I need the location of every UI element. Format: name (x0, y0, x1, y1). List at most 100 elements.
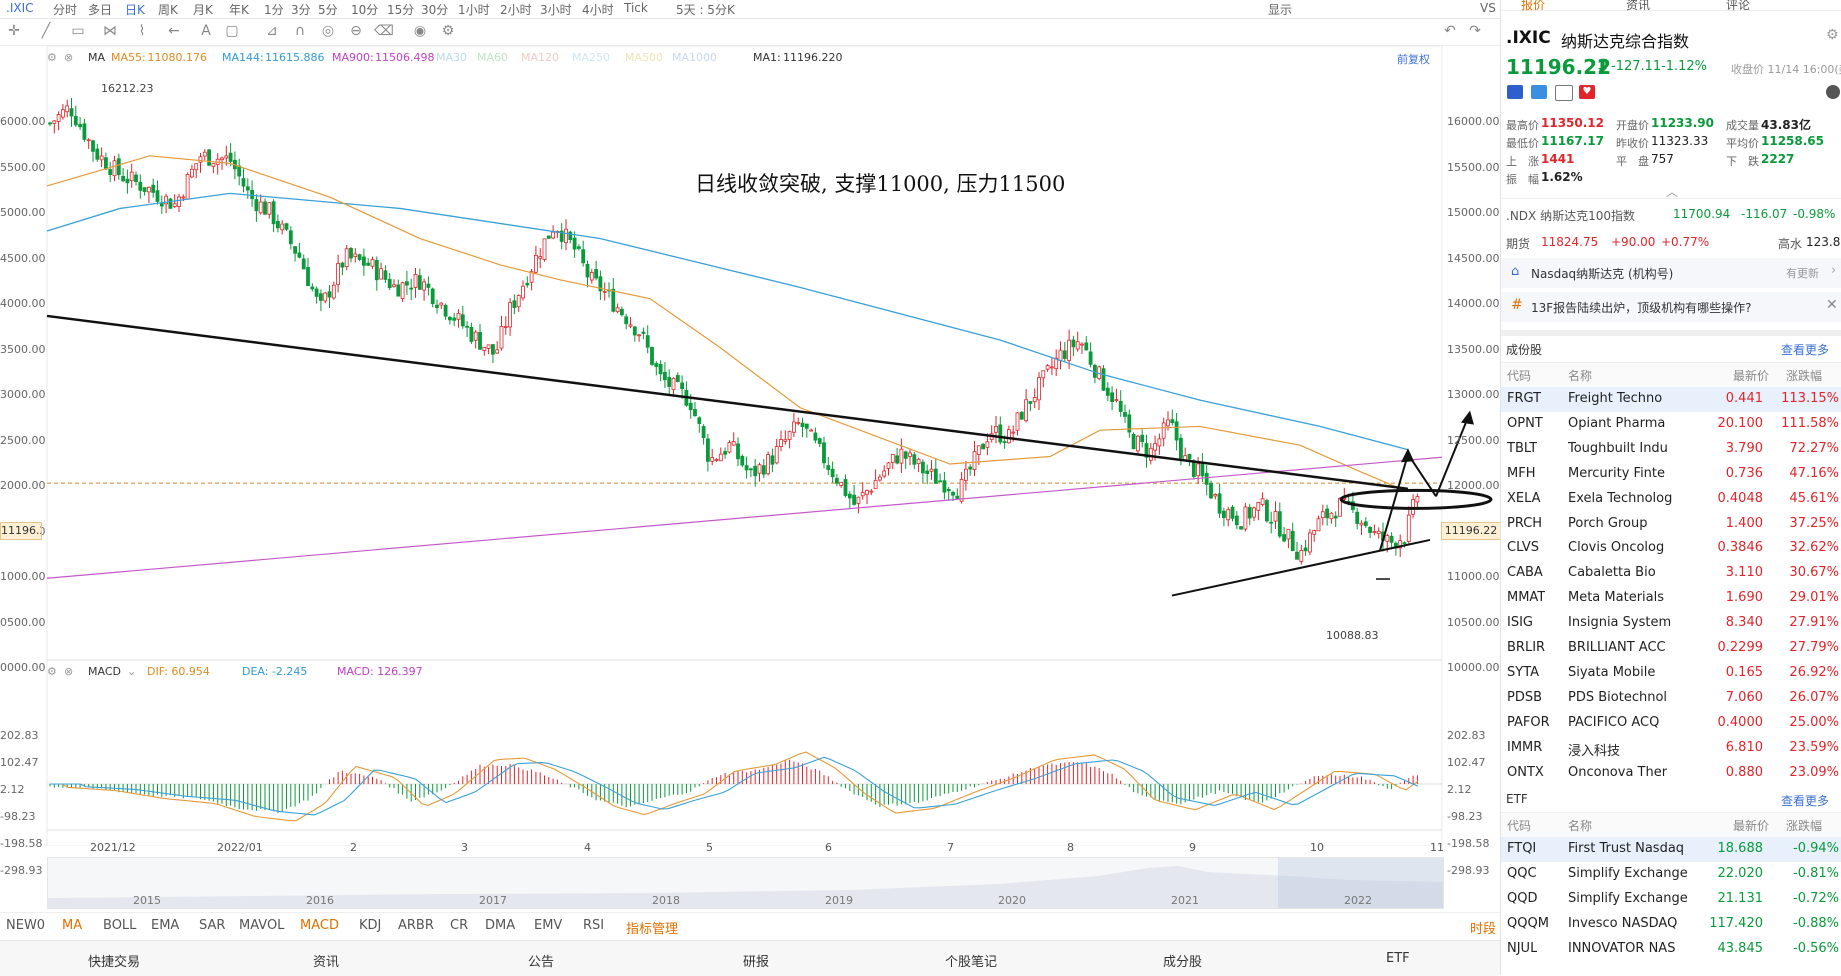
period-tab[interactable]: 日K (125, 3, 145, 17)
indicator-tab[interactable]: BOLL (103, 918, 137, 933)
bottom-tab[interactable]: 研报 (743, 955, 770, 970)
constituents-more-link[interactable]: 查看更多 (1781, 343, 1830, 357)
close-icon[interactable]: ⊗ (64, 51, 74, 64)
chevron-down-icon[interactable]: ⌄ (127, 665, 137, 678)
period-tab[interactable]: 30分 (421, 3, 449, 17)
table-row[interactable]: MMAT Meta Materials 1.690 29.01% (1501, 586, 1841, 611)
indicator-tab[interactable]: MAVOL (239, 918, 285, 933)
period-tab[interactable]: 5分 (318, 3, 338, 17)
table-row[interactable]: PAFOR PACIFICO ACQ 0.4000 25.00% (1501, 711, 1841, 736)
trash-icon[interactable]: ⌫ (374, 23, 394, 39)
ma-label[interactable]: MA900: (332, 51, 374, 64)
symbol-tab[interactable]: .IXIC (6, 1, 34, 15)
period-tab[interactable]: 周K (158, 3, 178, 17)
settings-icon[interactable]: ⚙ (47, 51, 57, 64)
period-tab[interactable]: 2小时 (500, 3, 532, 17)
table-row[interactable]: IMMR 浸入科技 6.810 23.59% (1501, 736, 1841, 761)
table-row[interactable]: BRLIR BRILLIANT ACC 0.2299 27.79% (1501, 636, 1841, 661)
table-row[interactable]: OPNT Opiant Pharma 20.100 111.58% (1501, 412, 1841, 437)
ma-label[interactable]: MA1000 (672, 51, 718, 64)
indicator-tab[interactable]: KDJ (359, 918, 382, 933)
ma-label[interactable]: MA55: (111, 51, 146, 64)
table-row[interactable]: QQQM Invesco NASDAQ 117.420 -0.88% (1501, 912, 1841, 937)
ma-label[interactable]: MA30 (436, 51, 468, 64)
chart-area[interactable] (0, 46, 1500, 846)
close-icon[interactable]: ⊗ (64, 665, 74, 678)
period-tab[interactable]: 4小时 (582, 3, 614, 17)
note-icon[interactable] (1555, 85, 1573, 101)
ma-label[interactable]: MA120 (521, 51, 560, 64)
table-row[interactable]: PRCH Porch Group 1.400 37.25% (1501, 512, 1841, 537)
column-header[interactable]: 代码 (1507, 819, 1532, 833)
settings-icon[interactable]: ⚙ (441, 23, 455, 39)
timer-tab[interactable]: 时段 (1470, 922, 1497, 937)
indicator-tab[interactable]: ARBR (398, 918, 434, 933)
table-row[interactable]: XELA Exela Technolog 0.4048 45.61% (1501, 487, 1841, 512)
tab-comments[interactable]: 评论 (1726, 0, 1751, 12)
table-row[interactable]: QQC Simplify Exchange 22.020 -0.81% (1501, 862, 1841, 887)
price-chart-svg[interactable] (0, 46, 1500, 846)
text-tool-icon[interactable]: A (201, 23, 211, 39)
indicator-tab[interactable]: MA (62, 918, 83, 933)
table-row[interactable]: CLVS Clovis Oncolog 0.3846 32.62% (1501, 536, 1841, 561)
indicator-tab[interactable]: SAR (199, 918, 226, 933)
table-row[interactable]: FTQI First Trust Nasdaq 18.688 -0.94% (1501, 837, 1841, 862)
bottom-tab[interactable]: 成分股 (1163, 955, 1203, 970)
column-header[interactable]: 代码 (1507, 369, 1532, 383)
table-row[interactable]: TBLT Toughbuilt Indu 3.790 72.27% (1501, 437, 1841, 462)
tab-news[interactable]: 资讯 (1626, 0, 1651, 12)
ndx-label[interactable]: .NDX 纳斯达克100指数 (1506, 209, 1635, 223)
table-row[interactable]: FRGT Freight Techno 0.441 113.15% (1501, 387, 1841, 412)
period-tab[interactable]: 15分 (387, 3, 415, 17)
period-tab[interactable]: 多日 (88, 3, 113, 17)
period-tab[interactable]: 3分 (291, 3, 311, 17)
table-row[interactable]: QQD Simplify Exchange 21.131 -0.72% (1501, 887, 1841, 912)
fib-tool-icon[interactable]: ⋈ (103, 23, 117, 39)
ma-label[interactable]: MA60 (477, 51, 509, 64)
display-menu[interactable]: 显示 (1268, 3, 1293, 17)
table-row[interactable]: NJUL INNOVATOR NAS 43.845 -0.56% (1501, 937, 1841, 962)
comment-tool-icon[interactable]: ▢ (225, 23, 239, 39)
column-header[interactable]: 涨跌幅 (1786, 369, 1823, 383)
table-row[interactable]: PDSB PDS Biotechnol 7.060 26.07% (1501, 686, 1841, 711)
table-row[interactable]: ONTX Onconova Ther 0.880 23.09% (1501, 761, 1841, 786)
flag-icon[interactable] (1507, 85, 1523, 99)
indicator-tab[interactable]: RSI (583, 918, 605, 933)
column-header[interactable]: 最新价 (1733, 819, 1770, 833)
period-tab[interactable]: 5天 : 5分K (676, 3, 735, 17)
period-tab[interactable]: 3小时 (540, 3, 572, 17)
bottom-tab[interactable]: 资讯 (313, 955, 340, 970)
indicator-tab[interactable]: NEW0 (6, 918, 46, 933)
column-header[interactable]: 名称 (1568, 819, 1593, 833)
ma-indicator-name[interactable]: MA (88, 51, 106, 64)
macd-name[interactable]: MACD (88, 665, 121, 678)
indicator-tab[interactable]: MACD (300, 918, 339, 933)
pattern-tool-icon[interactable]: ⌇ (138, 23, 146, 39)
indicator-tab[interactable]: 指标管理 (626, 922, 679, 937)
bottom-tab[interactable]: 公告 (528, 955, 555, 970)
indicator-tab[interactable]: CR (450, 918, 469, 933)
gear-icon[interactable]: ⚙ (1826, 27, 1839, 43)
period-tab[interactable]: 1分 (264, 3, 284, 17)
period-tab[interactable]: 10分 (351, 3, 379, 17)
period-tab[interactable]: 分时 (53, 3, 78, 17)
table-row[interactable]: ISIG Insignia System 8.340 27.91% (1501, 611, 1841, 636)
bottom-tab[interactable]: 个股笔记 (945, 955, 998, 970)
period-tab[interactable]: 年K (229, 3, 249, 17)
ma-label[interactable]: MA500 (625, 51, 664, 64)
close-icon[interactable]: ✕ (1826, 297, 1838, 313)
indicator-tab[interactable]: EMV (534, 918, 563, 933)
column-header[interactable]: 名称 (1568, 369, 1593, 383)
share-icon[interactable] (1531, 85, 1547, 99)
ma-label[interactable]: MA144: (222, 51, 264, 64)
adjust-mode[interactable]: 前复权 (1397, 53, 1430, 66)
ma-label[interactable]: MA1: (753, 51, 781, 64)
bottom-tab[interactable]: 快捷交易 (88, 955, 141, 970)
heart-icon[interactable]: ♥ (1579, 85, 1595, 99)
tab-quote[interactable]: 报价 (1521, 0, 1546, 12)
column-header[interactable]: 涨跌幅 (1786, 819, 1823, 833)
indicator-tab[interactable]: EMA (151, 918, 180, 933)
table-row[interactable]: SYTA Siyata Mobile 0.165 26.92% (1501, 661, 1841, 686)
table-row[interactable]: CABA Cabaletta Bio 3.110 30.67% (1501, 561, 1841, 586)
etf-more-link[interactable]: 查看更多 (1781, 794, 1830, 808)
